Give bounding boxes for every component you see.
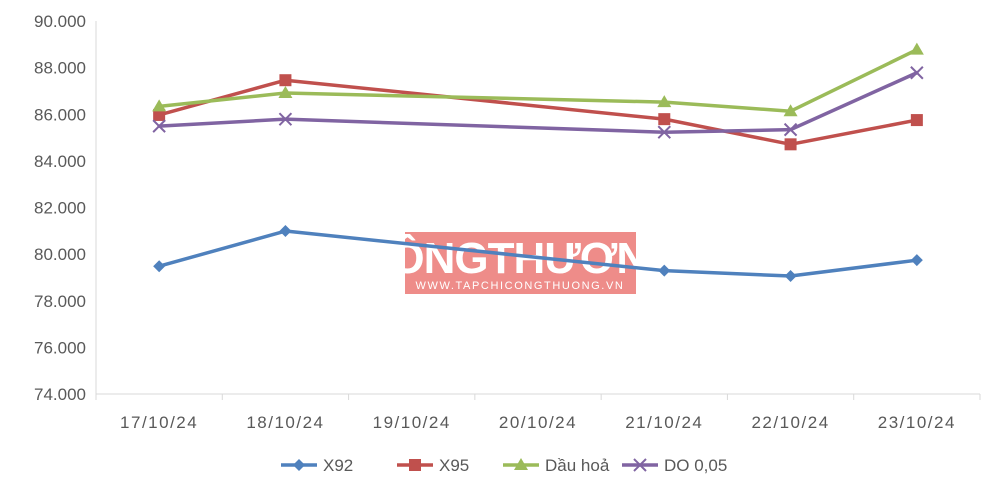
data-point: [657, 95, 672, 108]
data-point: [153, 260, 166, 273]
series-layer: [152, 42, 924, 283]
y-tick-label: 88.000: [34, 59, 86, 78]
x-tick-label: 23/10/24: [878, 413, 956, 432]
data-point: [910, 254, 923, 267]
legend-marker: [633, 458, 647, 472]
legend-marker: [293, 459, 305, 471]
data-point: [910, 66, 924, 80]
x-tick-label: 19/10/24: [373, 413, 451, 432]
legend-item: DO 0,05: [622, 456, 727, 475]
y-tick-label: 84.000: [34, 152, 86, 171]
watermark: CÔNGTHƯƠNG WWW.TAPCHICONGTHUONG.VN: [360, 232, 681, 294]
data-point: [278, 112, 293, 126]
data-point: [657, 125, 671, 139]
series-do-0-05: [152, 66, 924, 139]
data-point: [279, 74, 292, 87]
x-tick-label: 20/10/24: [499, 413, 577, 432]
y-tick-label: 80.000: [34, 245, 86, 264]
x-tick-label: 17/10/24: [120, 413, 198, 432]
legend-label: DO 0,05: [664, 456, 727, 475]
legend-item: X95: [397, 456, 469, 475]
y-tick-label: 86.000: [34, 105, 86, 124]
data-point: [784, 270, 797, 283]
legend-item: Dầu hoả: [503, 456, 610, 475]
x-tick-label: 18/10/24: [246, 413, 324, 432]
data-point: [909, 42, 924, 55]
data-point: [658, 113, 671, 126]
legend-marker: [514, 458, 528, 470]
series-line-x95: [157, 78, 919, 147]
y-tick-label: 74.000: [34, 385, 86, 404]
x-tick-label: 21/10/24: [625, 413, 703, 432]
data-point: [153, 108, 166, 121]
data-point: [152, 99, 167, 112]
legend: X92 X95 Dầu hoả DO 0,05: [281, 456, 727, 475]
legend-label: X95: [439, 456, 469, 475]
data-point: [278, 86, 293, 99]
y-tick-label: 78.000: [34, 292, 86, 311]
data-point: [784, 138, 797, 151]
data-point: [783, 104, 798, 117]
series-line-do-0-05: [157, 71, 919, 134]
axes: 74.000 76.000 78.000 80.000 82.000 84.000 86.0…: [34, 12, 981, 432]
data-point: [910, 114, 923, 127]
legend-label: Dầu hoả: [545, 456, 610, 475]
data-point: [152, 119, 166, 133]
legend-label: X92: [323, 456, 353, 475]
y-tick-label: 90.000: [34, 12, 86, 31]
data-point: [279, 225, 292, 238]
x-tick-label: 22/10/24: [751, 413, 829, 432]
watermark-title: CÔNGTHƯƠNG: [360, 232, 681, 283]
series-x95: [153, 74, 923, 151]
data-point: [783, 122, 798, 137]
series-d-u-ho: [152, 42, 924, 117]
y-tick-label: 82.000: [34, 199, 86, 218]
data-point: [658, 264, 671, 277]
watermark-url: WWW.TAPCHICONGTHUONG.VN: [416, 280, 625, 292]
legend-item: X92: [281, 456, 353, 475]
legend-marker: [409, 459, 421, 471]
y-tick-label: 76.000: [34, 338, 86, 357]
series-line-d-u-ho: [157, 47, 919, 113]
series-x92: [153, 225, 923, 283]
